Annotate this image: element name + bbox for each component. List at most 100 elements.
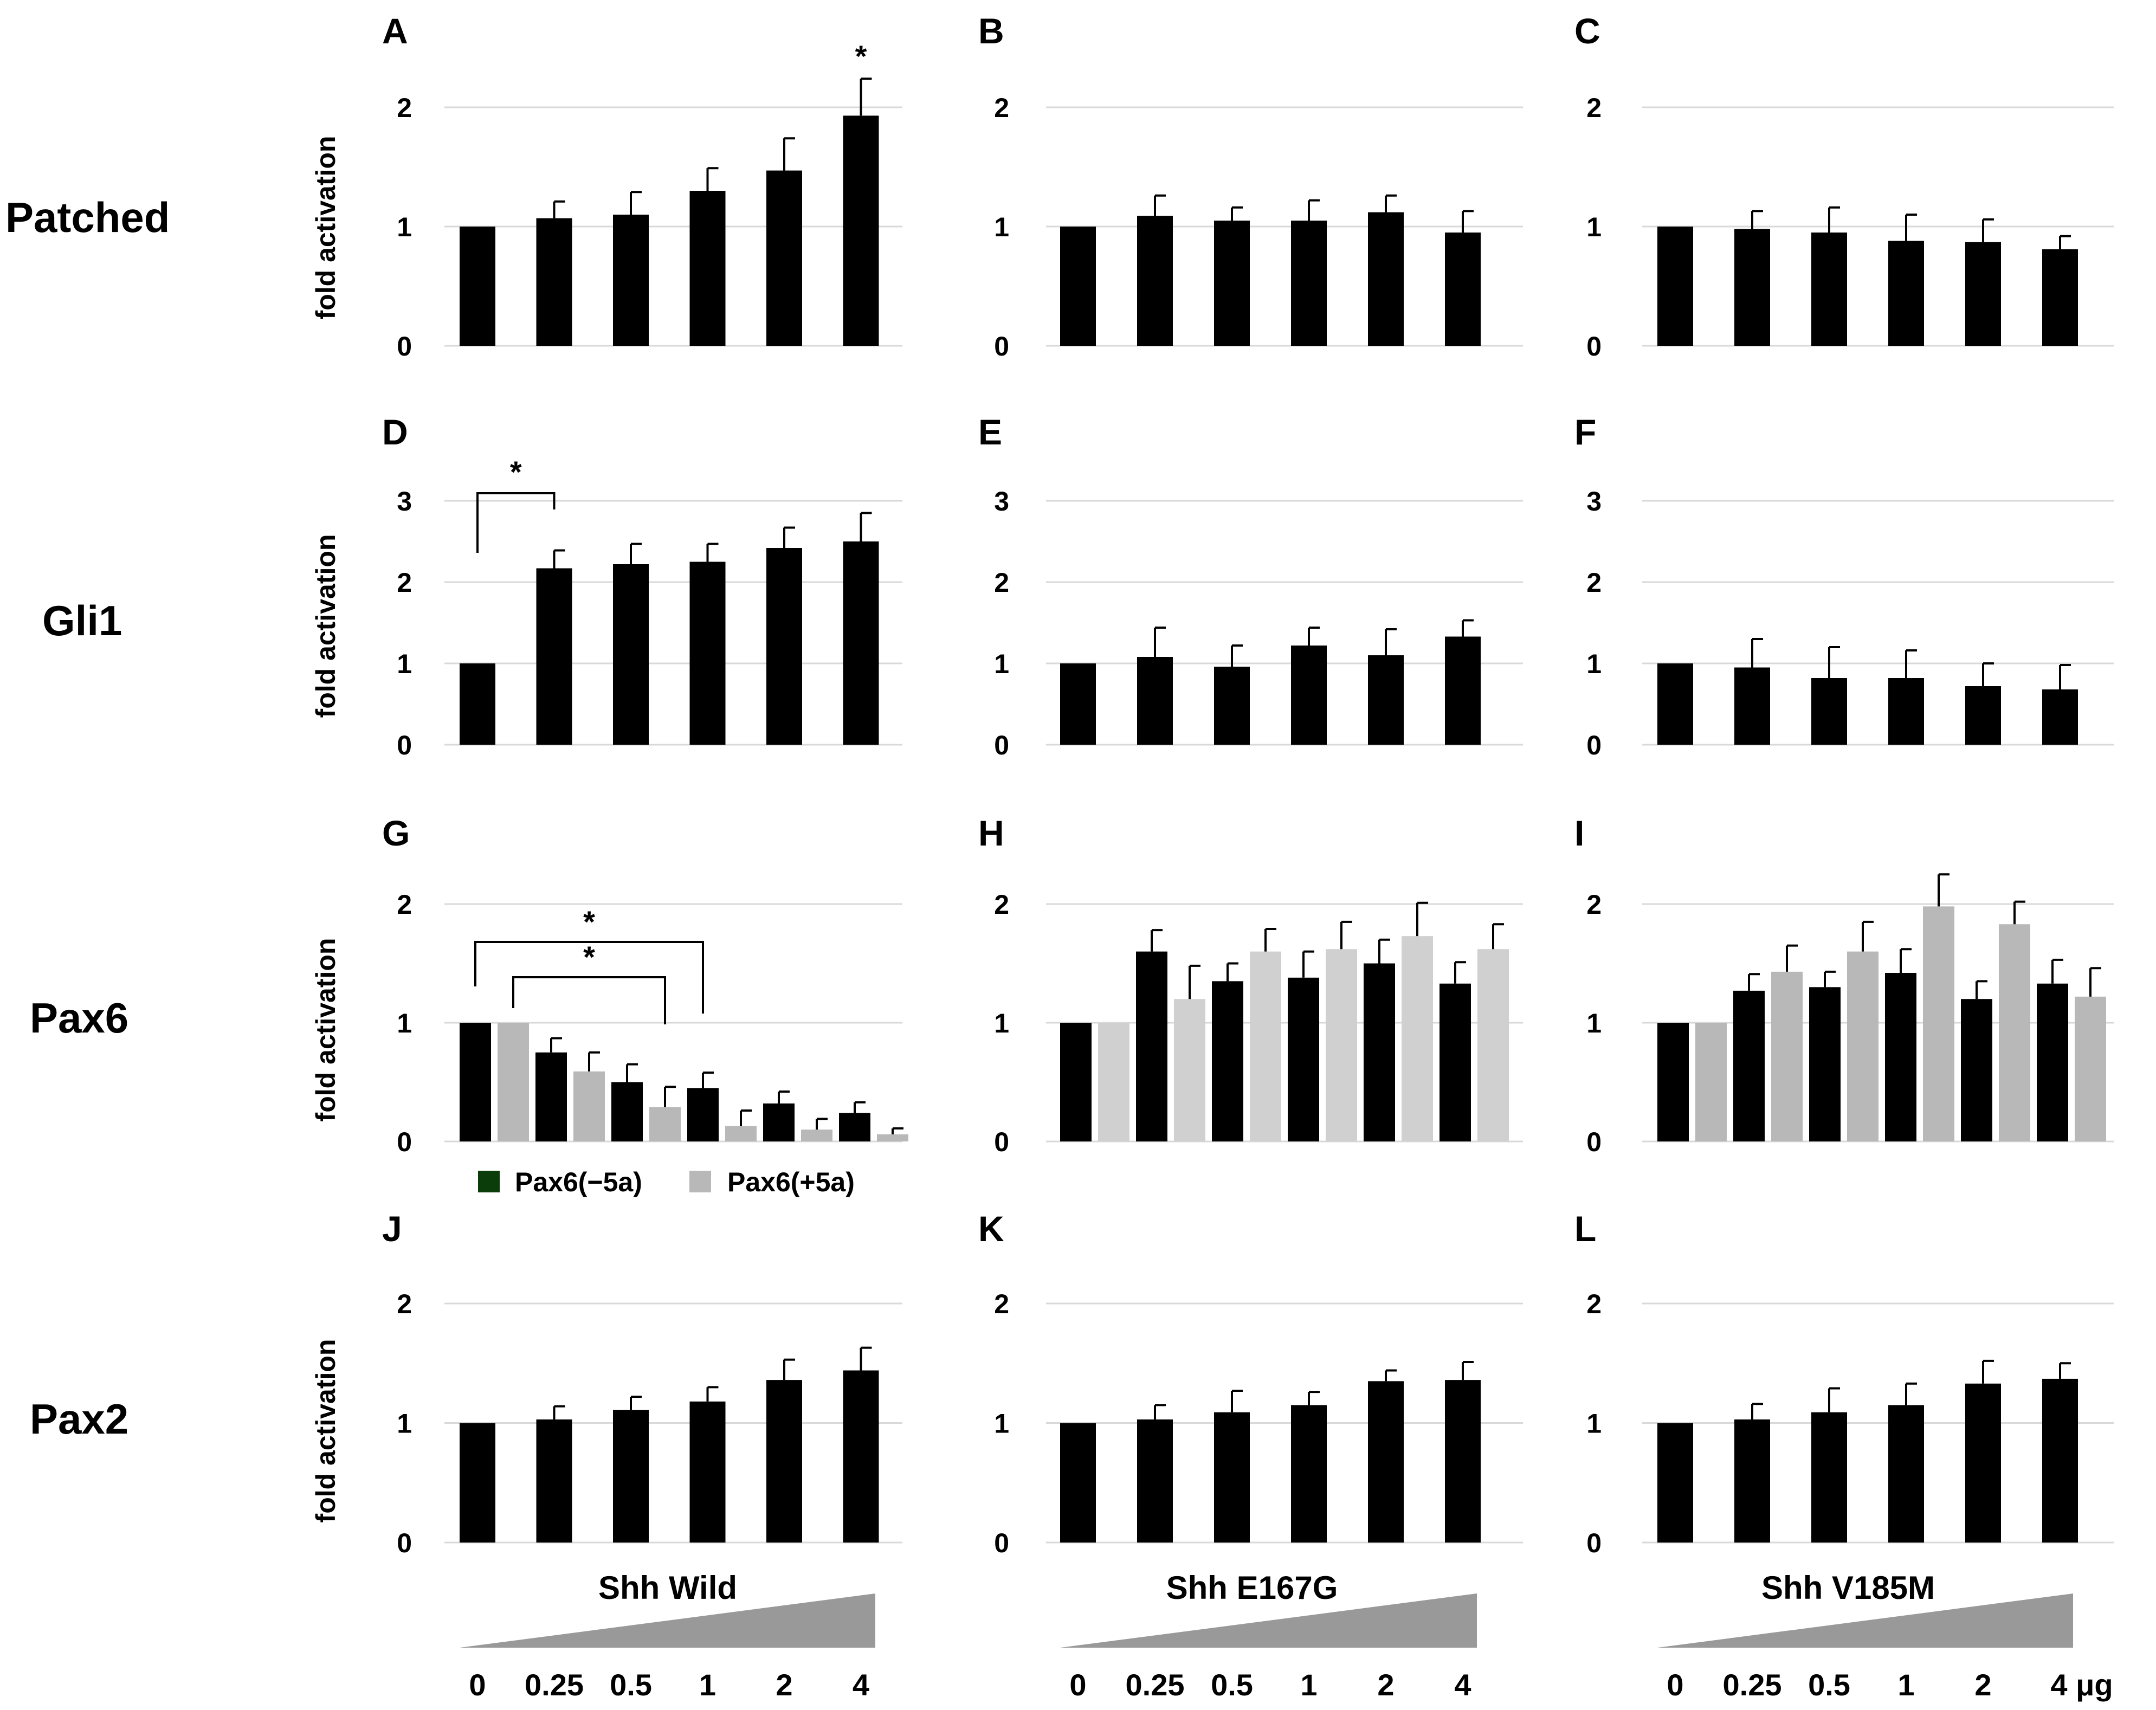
bar — [613, 1410, 649, 1543]
dose-label: 0 — [1069, 1668, 1086, 1702]
dose-label: 0.5 — [1808, 1668, 1850, 1702]
bar — [460, 663, 495, 745]
bar — [536, 1419, 572, 1543]
y-tick-label: 0 — [994, 1528, 1009, 1558]
panel-h: H 0 1 2 — [978, 813, 1523, 1157]
bar — [1440, 983, 1471, 1141]
bar — [1291, 646, 1327, 745]
y-axis-label-row-4: fold activation — [311, 1339, 341, 1523]
dose-labels-group: 0 0.25 0.5 1 2 4 0 0.25 0.5 1 2 4 0 0.25 0.5 1 2 4 μg — [469, 1668, 2113, 1702]
bar — [1137, 216, 1173, 346]
bar — [1847, 951, 1879, 1141]
bar — [2037, 983, 2068, 1141]
bar — [1657, 1023, 1689, 1141]
dose-wedge-e167g — [1060, 1593, 1477, 1648]
bar — [1923, 906, 1954, 1141]
dose-label: 4 — [853, 1668, 869, 1702]
y-tick-label: 0 — [1586, 1127, 1602, 1157]
y-tick-label: 3 — [397, 486, 412, 517]
panel-letter: C — [1574, 11, 1600, 51]
bar — [460, 227, 495, 346]
row-label-pax6: Pax6 — [30, 994, 128, 1042]
bar — [1368, 655, 1404, 745]
bar — [1364, 963, 1395, 1141]
panel-letter: B — [978, 11, 1004, 51]
y-tick-label: 2 — [397, 889, 412, 920]
bar — [613, 215, 649, 346]
y-tick-label: 2 — [994, 93, 1009, 123]
y-tick-label: 0 — [397, 1127, 412, 1157]
bar — [725, 1126, 757, 1141]
y-tick-label: 1 — [397, 649, 412, 679]
bar — [1477, 949, 1509, 1141]
bar — [766, 1380, 802, 1543]
bar — [1657, 1423, 1693, 1543]
y-tick-label: 0 — [1586, 1528, 1602, 1558]
y-axis-label-row-2: fold activation — [311, 534, 341, 718]
column-title-v185m: Shh V185M — [1761, 1570, 1935, 1606]
bar — [1137, 657, 1173, 745]
dose-wedge-wild — [460, 1593, 875, 1648]
panel-letter: A — [382, 11, 408, 51]
bar — [1965, 242, 2001, 346]
dose-label: 4 μg — [2050, 1668, 2113, 1702]
row-label-gli1: Gli1 — [42, 597, 122, 644]
dose-label: 0.25 — [525, 1668, 584, 1702]
bar — [689, 191, 726, 346]
dose-label: 0 — [1667, 1668, 1683, 1702]
bar — [839, 1113, 870, 1141]
panel-c: C 0 1 2 — [1574, 11, 2114, 362]
bar — [1060, 1423, 1096, 1543]
y-tick-label: 0 — [397, 730, 412, 760]
panel-l: L 0 1 2 — [1574, 1209, 2114, 1558]
significance-star: * — [583, 940, 595, 974]
y-tick-label: 1 — [1586, 212, 1602, 242]
legend: Pax6(−5a) Pax6(+5a) — [478, 1167, 855, 1197]
column-title-e167g: Shh E167G — [1166, 1570, 1338, 1606]
panel-letter: L — [1574, 1209, 1596, 1249]
bar — [1961, 999, 1992, 1141]
significance-bracket — [476, 492, 556, 553]
y-tick-label: 0 — [994, 1127, 1009, 1157]
bar — [877, 1134, 908, 1141]
bar — [1811, 1412, 1847, 1543]
bar — [1885, 973, 1916, 1141]
bar — [611, 1082, 643, 1141]
bar — [1368, 212, 1404, 346]
bar — [1657, 227, 1693, 346]
dose-label: 1 — [699, 1668, 716, 1702]
bar — [1734, 229, 1770, 346]
significance-star: * — [583, 905, 595, 939]
bar — [1657, 663, 1693, 745]
bar — [1060, 1023, 1092, 1141]
bar — [2075, 996, 2106, 1141]
y-tick-label: 2 — [1586, 93, 1602, 123]
panel-d: D 0 1 2 3 * — [382, 412, 902, 760]
dose-label: 1 — [1897, 1668, 1914, 1702]
bar — [843, 541, 879, 745]
y-tick-label: 0 — [397, 1528, 412, 1558]
panel-letter: K — [978, 1209, 1004, 1249]
y-tick-label: 1 — [397, 212, 412, 242]
panel-a: A 0 1 2 * — [382, 11, 902, 362]
panel-letter: J — [382, 1209, 402, 1249]
y-tick-label: 1 — [994, 649, 1009, 679]
bar — [689, 1401, 726, 1543]
y-tick-label: 2 — [994, 567, 1009, 598]
bar — [1291, 1405, 1327, 1543]
bar — [1888, 1405, 1924, 1543]
y-tick-label: 1 — [994, 1008, 1009, 1038]
bar — [1288, 977, 1319, 1141]
bar — [2042, 1378, 2078, 1543]
bar — [766, 170, 802, 346]
bar — [1445, 233, 1481, 346]
y-tick-label: 1 — [1586, 1409, 1602, 1439]
bar — [1888, 241, 1924, 346]
bar — [1212, 981, 1243, 1141]
legend-swatch-plus5a — [689, 1171, 711, 1192]
dose-label: 0.5 — [1211, 1668, 1253, 1702]
y-tick-label: 3 — [994, 486, 1009, 517]
panel-i: I 0 1 2 — [1574, 813, 2114, 1157]
